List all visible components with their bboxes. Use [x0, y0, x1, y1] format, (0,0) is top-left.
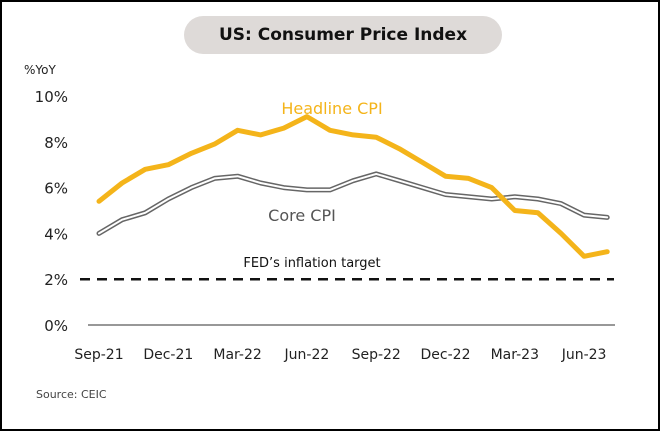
fed-target-reference: FED’s inflation target — [80, 256, 614, 281]
x-tick-label: Jun-22 — [284, 347, 330, 363]
source-note: Source: CEIC — [36, 388, 107, 401]
x-tick-label: Mar-22 — [213, 347, 261, 363]
chart-title: US: Consumer Price Index — [184, 16, 502, 54]
y-tick-label: 6% — [44, 180, 68, 198]
y-axis-title: %YoY — [24, 63, 56, 77]
x-tick-label: Jun-23 — [561, 347, 607, 363]
y-axis: %YoY 0% 2% 4% 6% 8% 10% — [24, 63, 68, 335]
core-cpi-label: Core CPI — [268, 206, 336, 225]
x-axis: Sep-21 Dec-21 Mar-22 Jun-22 Sep-22 Dec-22 Mar-… — [74, 324, 615, 363]
x-tick-label: Mar-23 — [491, 347, 539, 363]
x-tick-label: Dec-21 — [143, 347, 193, 363]
y-tick-label: 10% — [35, 88, 68, 106]
core-cpi-line-outline — [96, 171, 610, 236]
y-tick-label: 0% — [44, 317, 68, 335]
headline-cpi-line — [96, 114, 610, 259]
fed-target-label: FED’s inflation target — [243, 256, 380, 271]
x-tick-label: Sep-21 — [74, 347, 123, 363]
series-labels: Headline CPI Core CPI — [268, 99, 383, 225]
headline-cpi-label: Headline CPI — [281, 99, 382, 118]
y-tick-label: 8% — [44, 134, 68, 152]
core-cpi-line — [98, 172, 609, 235]
y-tick-label: 2% — [44, 271, 68, 289]
y-tick-label: 4% — [44, 225, 68, 243]
x-tick-label: Sep-22 — [352, 347, 401, 363]
x-tick-label: Dec-22 — [421, 347, 471, 363]
series-lines — [96, 114, 610, 259]
